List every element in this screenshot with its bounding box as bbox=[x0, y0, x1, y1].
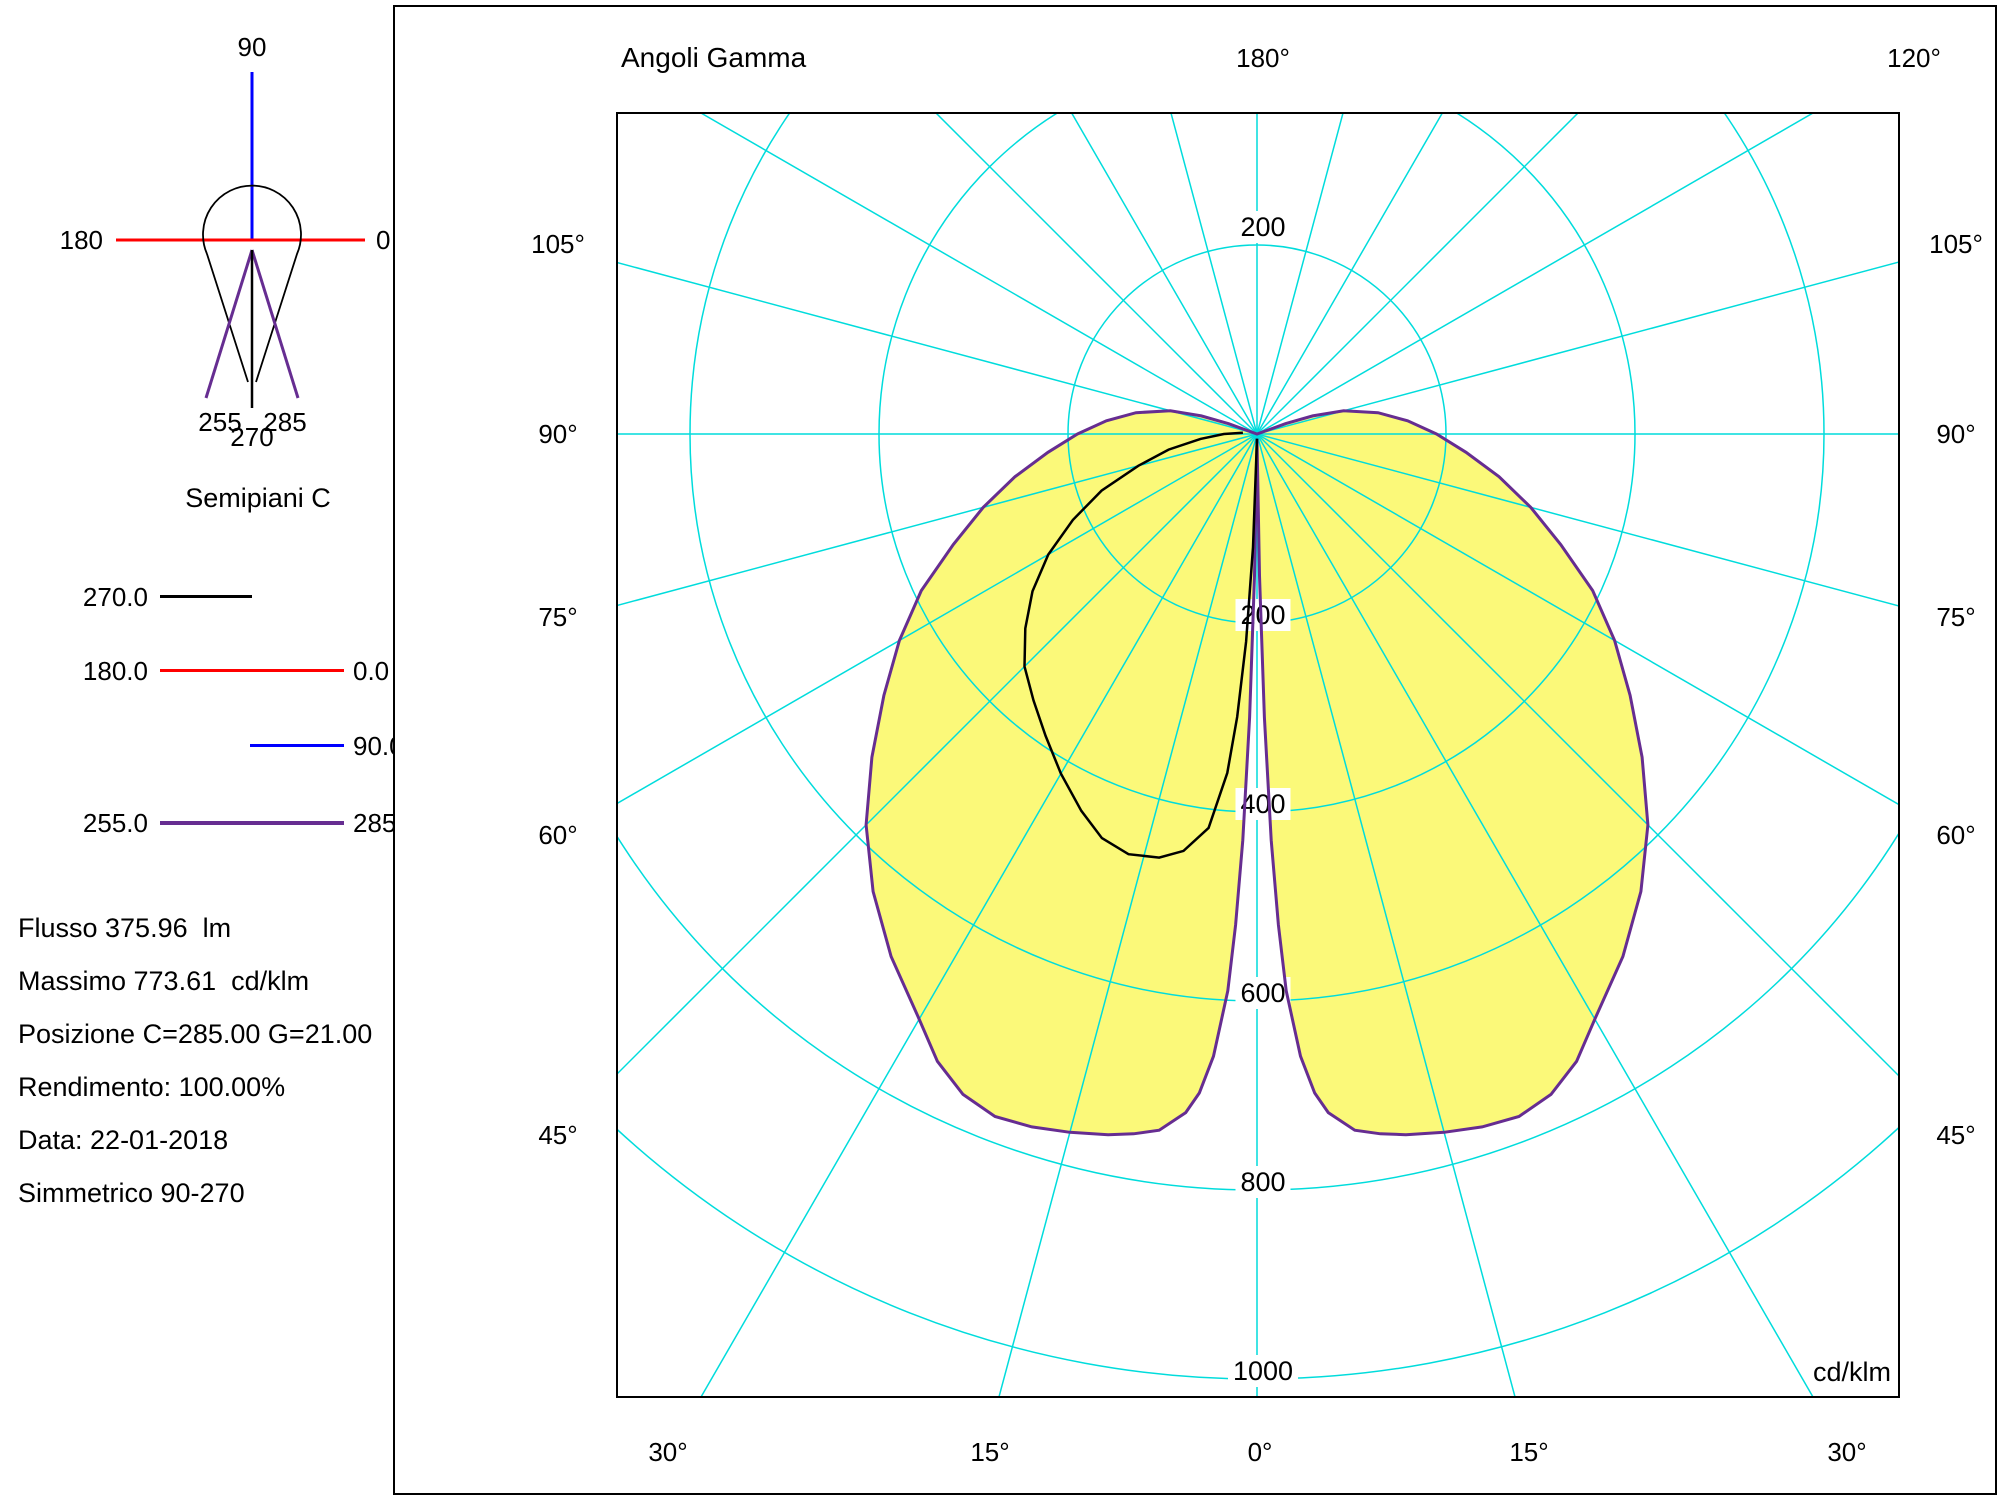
axis-285-label: 285 bbox=[263, 407, 306, 437]
bottom-angle-label: 30° bbox=[1827, 1437, 1866, 1467]
unit-label: cd/klm bbox=[1813, 1357, 1891, 1387]
grid-radial-60 bbox=[1256, 433, 1899, 806]
grid-radial-135 bbox=[1256, 113, 1580, 435]
grid-radial-60 bbox=[617, 433, 1258, 805]
bottom-angle-label: 15° bbox=[1509, 1437, 1548, 1467]
info-flusso: Flusso 375.96 lm bbox=[18, 913, 232, 943]
right-angle-label: 75° bbox=[1936, 602, 1975, 632]
ring-label: 600 bbox=[1240, 978, 1285, 1008]
info-simmetrico: Simmetrico 90-270 bbox=[18, 1178, 245, 1208]
grid-radial-105 bbox=[1256, 261, 1899, 435]
ring-label-bg bbox=[1235, 599, 1291, 631]
info-massimo: Massimo 773.61 cd/klm bbox=[18, 966, 310, 996]
plot-box-border bbox=[616, 112, 1900, 1398]
ring-label-bg bbox=[1235, 1166, 1291, 1198]
bottom-angle-label: 0° bbox=[1248, 1437, 1273, 1467]
grid-radial-150 bbox=[1256, 113, 1444, 435]
chart-title: Angoli Gamma bbox=[621, 42, 807, 73]
legend-270-label: 270.0 bbox=[82, 582, 148, 612]
legend-180-label: 180.0 bbox=[82, 656, 148, 686]
intensity-envelope-outline bbox=[864, 409, 1650, 1137]
legend-row-255-285: 255.0 285.0 bbox=[0, 807, 418, 839]
axis-285-line bbox=[250, 249, 300, 399]
info-rendimento: Rendimento: 100.00% bbox=[18, 1072, 286, 1102]
legend-row-180-0: 180.0 0.0 bbox=[0, 655, 393, 687]
grid-radial-165 bbox=[1256, 113, 1344, 435]
ring-label-bg bbox=[1228, 1355, 1298, 1387]
photometric-info-block: Flusso 375.96 lm Massimo 773.61 cd/klm P… bbox=[18, 902, 393, 1220]
grid-radial-15 bbox=[1256, 433, 1516, 1397]
ring-label: 400 bbox=[1240, 789, 1285, 819]
right-angle-label: 45° bbox=[1936, 1120, 1975, 1150]
top-right-angle-label: 120° bbox=[1887, 43, 1941, 73]
ring-label: 800 bbox=[1240, 1167, 1285, 1197]
intensity-envelope-fill bbox=[866, 410, 1648, 1135]
right-angle-label: 105° bbox=[1929, 229, 1983, 259]
grid-radial-120 bbox=[699, 113, 1258, 435]
left-angle-label: 60° bbox=[538, 820, 577, 850]
grid-radial-120 bbox=[1256, 113, 1815, 435]
legend-row-90: 90.0 bbox=[0, 730, 404, 762]
axis-90-label: 90 bbox=[238, 32, 267, 62]
axis-0-label: 0 bbox=[376, 225, 390, 255]
grid-radial-30 bbox=[1256, 433, 1814, 1397]
grid-radial-165 bbox=[1170, 113, 1258, 435]
legend-90-line bbox=[250, 744, 344, 747]
legend-row-270: 270.0 bbox=[0, 581, 393, 613]
legend-270-line bbox=[160, 595, 252, 598]
top-angle-label: 180° bbox=[1236, 43, 1290, 73]
info-data: Data: 22-01-2018 bbox=[18, 1125, 229, 1155]
axis-255-label: 255 bbox=[198, 407, 241, 437]
bottom-angle-label: 30° bbox=[648, 1437, 687, 1467]
lamp-outline-icon bbox=[202, 184, 302, 383]
ring-label-bg bbox=[1235, 211, 1291, 243]
c270-curve bbox=[1023, 431, 1259, 859]
right-angle-label: 60° bbox=[1936, 820, 1975, 850]
axis-180-label: 180 bbox=[60, 225, 103, 255]
grid-radial-45 bbox=[617, 433, 1258, 1076]
left-angle-label: 105° bbox=[531, 229, 585, 259]
left-angle-label: 75° bbox=[538, 602, 577, 632]
ring-label: 1000 bbox=[1233, 1356, 1293, 1386]
grid-radial-150 bbox=[1070, 113, 1258, 435]
legend-0-label: 0.0 bbox=[353, 656, 390, 686]
left-angle-label: 90° bbox=[538, 419, 577, 449]
ring-label-bg bbox=[1235, 977, 1291, 1009]
semipiani-caption: Semipiani C bbox=[185, 483, 331, 513]
grid-radial-105 bbox=[617, 261, 1258, 435]
grid-radial-135 bbox=[934, 113, 1258, 435]
grid-radial-45 bbox=[1256, 433, 1899, 1078]
luminaire-axes-diagram: 90 180 0 255 285 270 Semipiani C bbox=[60, 32, 391, 513]
bottom-angle-label: 15° bbox=[970, 1437, 1009, 1467]
grid-radial-15 bbox=[998, 433, 1258, 1397]
polar-diagram-frame: 200 200 400 600 800 1000 Angoli Gamma 180° 120° 1… bbox=[393, 5, 1997, 1495]
axis-255-line bbox=[204, 249, 254, 399]
legend-180-0-line bbox=[160, 669, 344, 672]
axis-270-label: 270 bbox=[230, 422, 273, 452]
ring-label: 200 bbox=[1240, 212, 1285, 242]
grid-radial-30 bbox=[700, 433, 1258, 1397]
legend-255-285-line bbox=[160, 821, 344, 825]
legend-255-label: 255.0 bbox=[82, 808, 148, 838]
info-posizione: Posizione C=285.00 G=21.00 bbox=[18, 1019, 373, 1049]
right-angle-label: 90° bbox=[1936, 419, 1975, 449]
left-angle-label: 45° bbox=[538, 1120, 577, 1150]
